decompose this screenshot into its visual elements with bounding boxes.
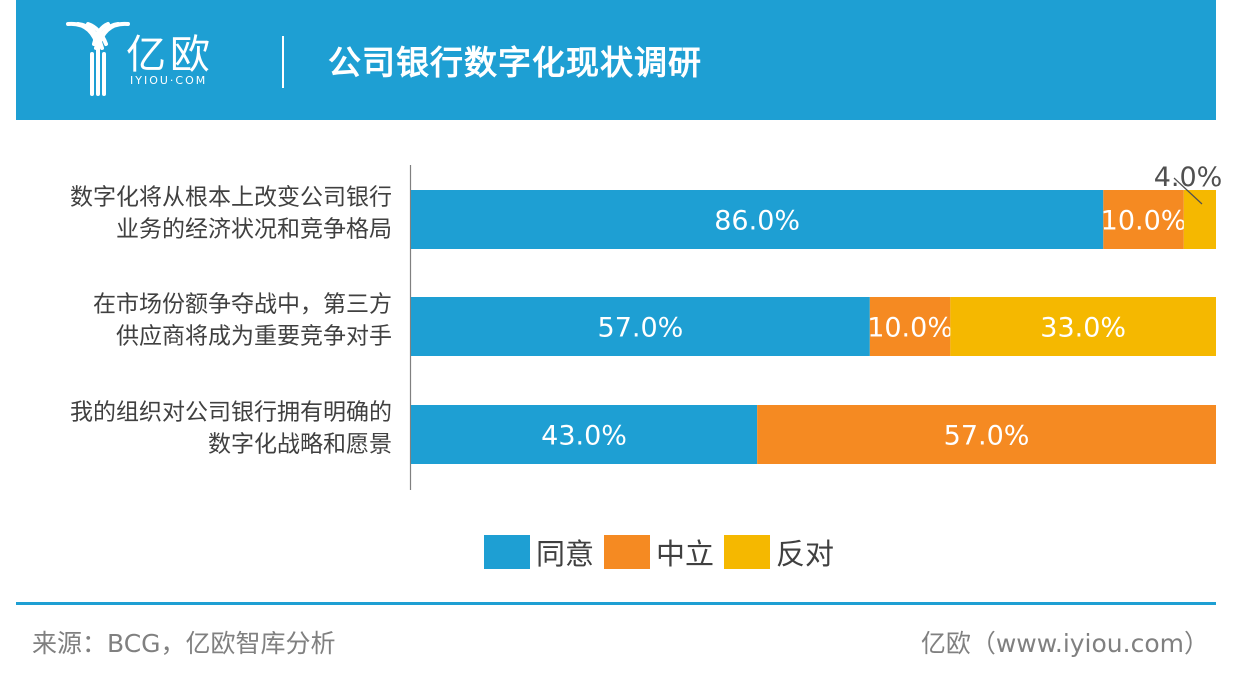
bar-segment xyxy=(411,297,870,356)
iyiou-logo-icon xyxy=(66,21,130,96)
category-label: 数字化将从根本上改变公司银行 xyxy=(70,185,392,211)
brand-name: 亿欧 xyxy=(126,32,214,78)
footer-source: 来源：BCG，亿欧智库分析 xyxy=(32,629,336,658)
legend-item-agree: 同意 xyxy=(484,531,594,573)
footer-site: 亿欧（www.iyiou.com） xyxy=(920,629,1209,658)
category-label: 供应商将成为重要竞争对手 xyxy=(116,324,392,350)
category-label: 在市场份额争夺战中，第三方 xyxy=(93,292,392,318)
category-label: 我的组织对公司银行拥有明确的 xyxy=(70,400,392,426)
data-label: 86.0% xyxy=(714,206,800,237)
category-label: 数字化战略和愿景 xyxy=(208,432,392,458)
bar-segment xyxy=(950,297,1216,356)
legend-label-agree: 同意 xyxy=(536,537,595,571)
data-label: 10.0% xyxy=(867,313,953,344)
data-label: 57.0% xyxy=(944,421,1030,452)
category-label: 业务的经济状况和竞争格局 xyxy=(116,217,392,243)
bar-segment xyxy=(1103,190,1184,249)
brand-domain: IYIOU·COM xyxy=(130,74,208,87)
page-title: 公司银行数字化现状调研 xyxy=(328,43,702,82)
data-label-leader xyxy=(1173,177,1203,205)
data-label: 4.0% xyxy=(1154,162,1223,193)
bar-segment xyxy=(869,297,951,356)
legend-label-neutral: 中立 xyxy=(656,537,715,571)
legend-label-disagree: 反对 xyxy=(776,537,835,571)
legend-swatch-neutral xyxy=(604,535,651,569)
data-label: 43.0% xyxy=(541,421,627,452)
legend-item-neutral: 中立 xyxy=(604,531,714,573)
chart-legend: 同意 中立 反对 xyxy=(484,532,844,572)
bar-segment xyxy=(757,405,1216,464)
data-label: 57.0% xyxy=(598,313,684,344)
data-label: 33.0% xyxy=(1040,313,1126,344)
bar-segment xyxy=(1183,190,1216,249)
legend-swatch-agree xyxy=(484,535,530,569)
footer-divider xyxy=(16,602,1216,605)
header-banner: 亿欧 IYIOU·COM 公司银行数字化现状调研 xyxy=(16,0,1216,120)
header-divider xyxy=(282,36,284,88)
data-label: 10.0% xyxy=(1101,206,1187,237)
legend-swatch-disagree xyxy=(724,535,771,569)
bar-segment xyxy=(411,190,1104,249)
legend-item-disagree: 反对 xyxy=(724,531,834,573)
bar-segment xyxy=(411,405,758,464)
